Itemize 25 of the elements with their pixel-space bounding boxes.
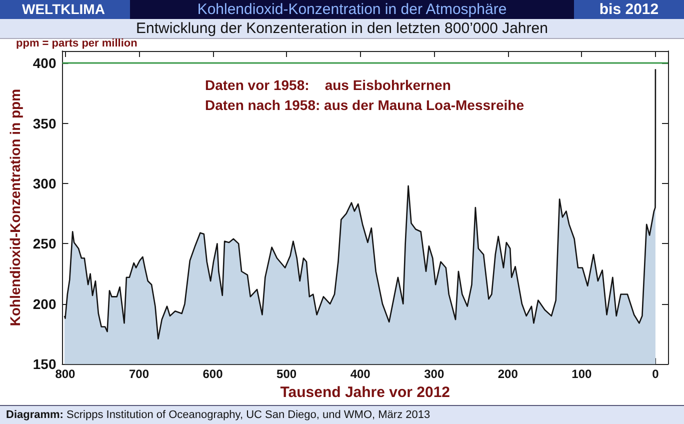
text: bis 2012 <box>574 0 684 19</box>
x-tick-label: 0 <box>652 367 660 382</box>
x-tick-label: 100 <box>572 367 592 382</box>
text: WELTKLIMA <box>0 0 130 19</box>
y-tick-label: 400 <box>32 55 56 72</box>
x-axis-title: Tausend Jahre vor 2012 <box>280 384 450 401</box>
annotation: Daten vor 1958: aus Eisbohrkernen <box>205 77 451 93</box>
chart-title: Kohlendioxid-Konzentration in der Atmosphäre <box>196 0 508 19</box>
y-tick-label: 350 <box>32 115 56 132</box>
text: ppm = parts per million <box>16 38 138 50</box>
x-tick-label: 500 <box>276 367 297 382</box>
y-tick-label: 250 <box>32 236 56 252</box>
x-tick-label: 200 <box>498 367 518 382</box>
y-axis-title: Kohlendioxid-Konzentration in ppm <box>7 88 23 326</box>
x-tick-label: 700 <box>128 367 150 382</box>
chart-subtitle: Entwicklung der Konzenteration in den letzten 800’000 Jahren <box>0 19 684 39</box>
y-tick-label: 200 <box>32 296 56 312</box>
annotation: Daten nach 1958: aus der Mauna Loa-Messreihe <box>205 97 524 113</box>
y-tick-label: 300 <box>32 175 56 192</box>
x-tick-label: 800 <box>55 367 76 382</box>
x-tick-label: 300 <box>424 367 444 382</box>
text: Diagramm: Scripps Institution of Oceanography, UC San Diego, und WMO, März 2013 <box>0 405 684 424</box>
y-tick-label: 150 <box>32 356 56 372</box>
x-tick-label: 600 <box>202 367 224 382</box>
x-tick-label: 400 <box>350 367 371 382</box>
